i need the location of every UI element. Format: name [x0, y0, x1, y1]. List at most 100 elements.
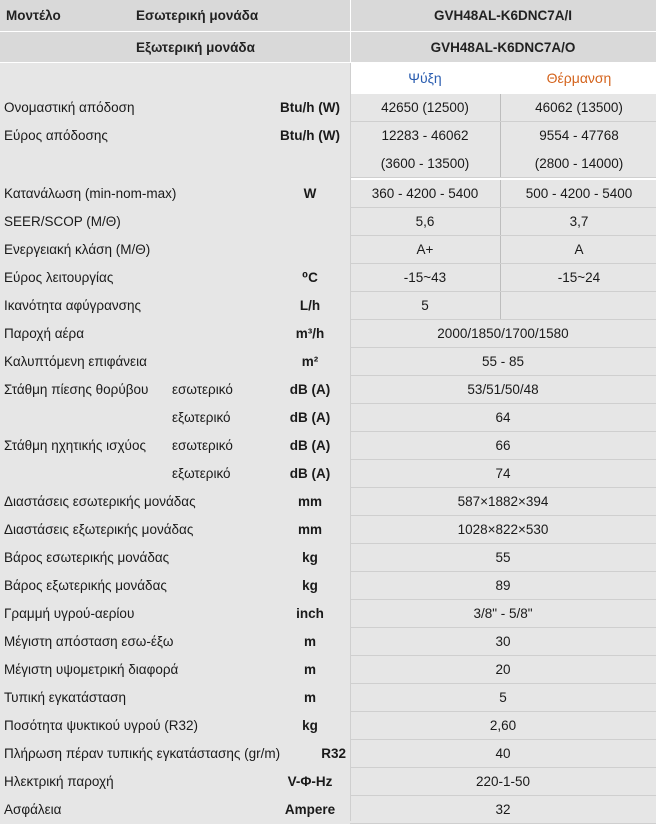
spec-unit: mm	[297, 522, 322, 537]
spec-value: 40	[495, 746, 511, 761]
spec-value: 89	[495, 578, 511, 593]
spec-value: 55 - 85	[481, 354, 525, 369]
spec-row: Εύρος λειτουργίας ⁰C -15~43 -15~24	[0, 264, 656, 292]
spec-sub-label: εσωτερικό	[172, 438, 233, 453]
spec-name: Μέγιστη υψομετρική διαφορά	[4, 662, 179, 677]
spec-row: Ασφάλεια Ampere 32	[0, 796, 656, 824]
spec-name: Καλυπτόμενη επιφάνεια	[4, 354, 147, 369]
spec-row: (3600 - 13500) (2800 - 14000)	[0, 150, 656, 178]
spec-value: 74	[495, 466, 511, 481]
spec-unit: mm	[297, 494, 322, 509]
spec-value: 220-1-50	[475, 774, 531, 789]
spec-unit: dB (A)	[289, 410, 331, 425]
spec-row: Βάρος εξωτερικής μονάδας kg 89	[0, 572, 656, 600]
outdoor-label: Εξωτερική μονάδα	[136, 40, 255, 55]
spec-unit: dB (A)	[289, 438, 331, 453]
spec-name: Ικανότητα αφύγρανσης	[4, 298, 142, 313]
spec-name: Διαστάσεις εσωτερικής μονάδας	[4, 494, 196, 509]
spec-name: Ασφάλεια	[4, 802, 62, 817]
spec-name: Ηλεκτρική παροχή	[4, 774, 114, 789]
spec-value-heating: (2800 - 14000)	[534, 156, 624, 171]
spec-row: SEER/SCOP (Μ/Θ) 5,6 3,7	[0, 208, 656, 236]
spec-unit: Btu/h (W)	[280, 128, 340, 143]
spec-name: Στάθμη πίεσης θορύβου	[4, 382, 149, 397]
spec-value: 32	[495, 802, 511, 817]
spec-row: Ενεργειακή κλάση (Μ/Θ) A+ A	[0, 236, 656, 264]
spec-row: Καλυπτόμενη επιφάνεια m² 55 - 85	[0, 348, 656, 376]
header-row-indoor: Μοντέλο Εσωτερική μονάδα GVH48AL-K6DNC7A…	[0, 0, 656, 32]
spec-value: 587×1882×394	[457, 494, 549, 509]
spec-value: 2000/1850/1700/1580	[437, 326, 569, 341]
outdoor-model: GVH48AL-K6DNC7A/O	[430, 40, 576, 55]
spec-value: 55	[495, 550, 511, 565]
spec-row: Μέγιστη απόσταση εσω-έξω m 30	[0, 628, 656, 656]
spec-unit: L/h	[299, 298, 321, 313]
spec-value-cooling: 5	[421, 298, 429, 313]
spec-unit: R32	[321, 746, 346, 761]
spec-value: 64	[495, 410, 511, 425]
spec-unit: kg	[302, 550, 318, 565]
spec-value-cooling: 42650 (12500)	[381, 100, 469, 115]
spec-name: Παροχή αέρα	[4, 326, 85, 341]
spec-value-heating: -15~24	[557, 270, 601, 285]
spec-sub-label: εξωτερικό	[172, 466, 231, 481]
spec-unit: ⁰C	[302, 270, 318, 285]
spec-value: 20	[495, 662, 511, 677]
spec-value-cooling: 360 - 4200 - 5400	[371, 186, 479, 201]
spec-value-heating: 3,7	[569, 214, 589, 229]
spec-name: Εύρος λειτουργίας	[4, 270, 114, 285]
spec-value-cooling: A+	[416, 242, 434, 257]
spec-value: 3/8" - 5/8"	[473, 606, 533, 621]
spec-unit: dB (A)	[289, 466, 331, 481]
spec-name: Ονομαστική απόδοση	[4, 100, 135, 115]
spec-name: Βάρος εξωτερικής μονάδας	[4, 578, 167, 593]
spec-row: εξωτερικό dB (A) 64	[0, 404, 656, 432]
spec-value: 2,60	[489, 718, 517, 733]
mode-cooling: Ψύξη	[408, 70, 442, 86]
spec-value: 5	[499, 690, 507, 705]
spec-value-heating: 500 - 4200 - 5400	[525, 186, 633, 201]
spec-sub-label: εσωτερικό	[172, 382, 233, 397]
spec-unit: m³/h	[295, 326, 325, 341]
spec-row: Πλήρωση πέραν τυπικής εγκατάστασης (gr/m…	[0, 740, 656, 768]
spec-value-heating: A	[574, 242, 584, 257]
spec-unit: kg	[302, 718, 318, 733]
spec-name: Γραμμή υγρού-αερίου	[4, 606, 135, 621]
spec-name: Βάρος εσωτερικής μονάδας	[4, 550, 170, 565]
spec-row: Διαστάσεις εσωτερικής μονάδας mm 587×1882×…	[0, 488, 656, 516]
spec-unit: m	[303, 634, 316, 649]
spec-name: Στάθμη ηχητικής ισχύος	[4, 438, 146, 453]
spec-unit: Btu/h (W)	[280, 100, 340, 115]
spec-value-cooling: (3600 - 13500)	[380, 156, 470, 171]
spec-name: Εύρος απόδοσης	[4, 128, 108, 143]
spec-row: εξωτερικό dB (A) 74	[0, 460, 656, 488]
spec-row: Στάθμη πίεσης θορύβου εσωτερικό dB (A) 53/5…	[0, 376, 656, 404]
spec-row: Βάρος εσωτερικής μονάδας kg 55	[0, 544, 656, 572]
spec-row: Ηλεκτρική παροχή V-Φ-Hz 220-1-50	[0, 768, 656, 796]
spec-unit: dB (A)	[289, 382, 331, 397]
spec-row: Εύρος απόδοσης Btu/h (W) 12283 - 46062 9554…	[0, 122, 656, 150]
spec-unit: V-Φ-Hz	[287, 774, 333, 789]
spec-name: Κατανάλωση (min-nom-max)	[4, 186, 177, 201]
spec-name: Μέγιστη απόσταση εσω-έξω	[4, 634, 174, 649]
spec-sub-label: εξωτερικό	[172, 410, 231, 425]
header-row-outdoor: Εξωτερική μονάδα GVH48AL-K6DNC7A/O	[0, 32, 656, 63]
spec-unit: m	[303, 662, 316, 677]
spec-name: Πλήρωση πέραν τυπικής εγκατάστασης (gr/m…	[4, 746, 281, 761]
spec-row: Τυπική εγκατάσταση m 5	[0, 684, 656, 712]
spec-unit: kg	[302, 578, 318, 593]
spec-unit: W	[303, 186, 317, 201]
spec-value: 30	[495, 634, 511, 649]
mode-heating: Θέρμανση	[546, 70, 612, 86]
spec-unit: m	[303, 690, 316, 705]
mode-header: Ψύξη Θέρμανση	[0, 63, 656, 185]
spec-value-cooling: -15~43	[403, 270, 447, 285]
spec-row: Ονομαστική απόδοση Btu/h (W) 42650 (12500)…	[0, 94, 656, 122]
indoor-model: GVH48AL-K6DNC7A/I	[433, 8, 573, 23]
spec-value-heating: 9554 - 47768	[539, 128, 619, 143]
indoor-label: Εσωτερική μονάδα	[136, 8, 259, 23]
spec-row: Γραμμή υγρού-αερίου inch 3/8" - 5/8"	[0, 600, 656, 628]
spec-name: SEER/SCOP (Μ/Θ)	[4, 214, 121, 229]
spec-value: 66	[495, 438, 511, 453]
spec-value-heating: 46062 (13500)	[535, 100, 623, 115]
